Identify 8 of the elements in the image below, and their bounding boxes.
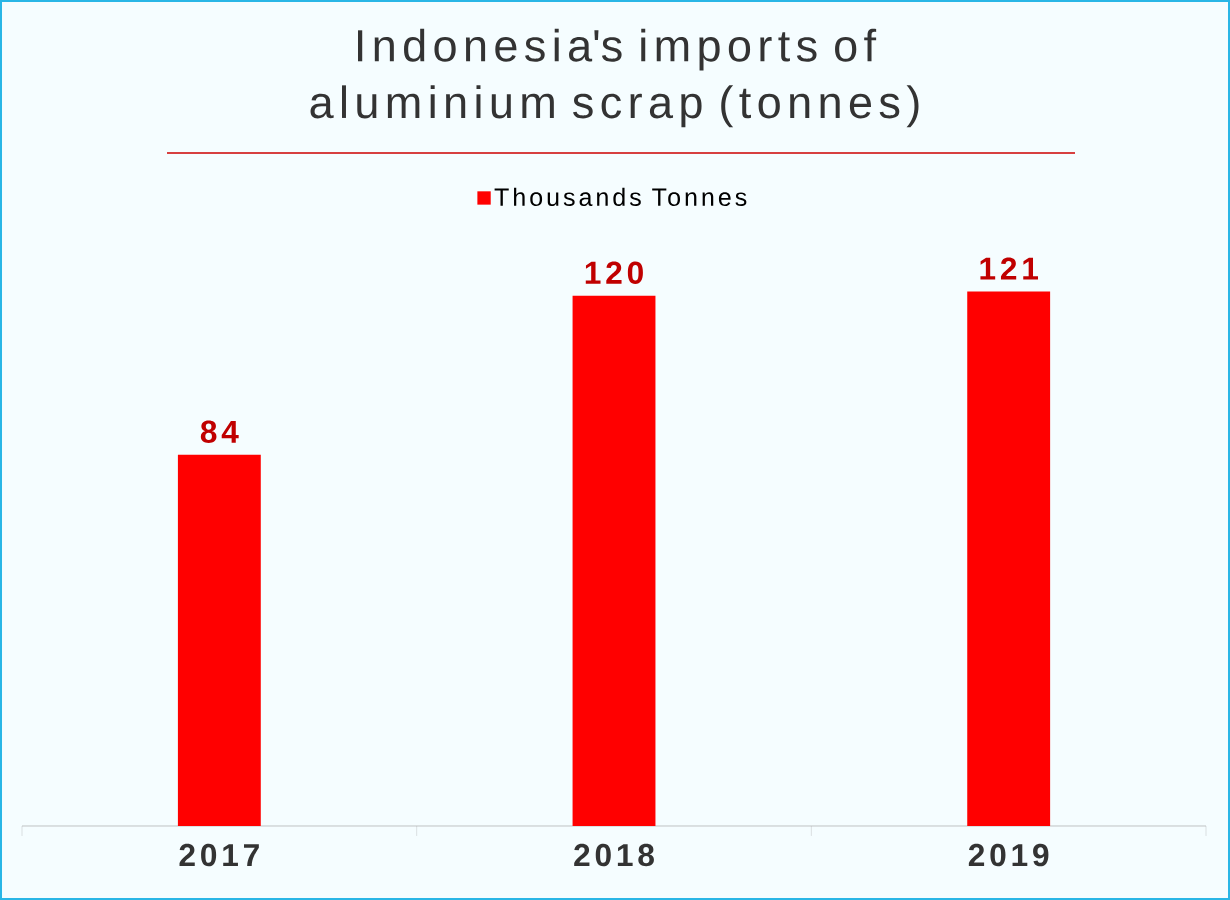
x-tick-label: 2019 (968, 843, 1049, 867)
legend-label: Thousands Tonnes (494, 187, 747, 207)
data-label: 84 (200, 420, 239, 443)
x-tick-label: 2018 (574, 843, 654, 867)
chart-title: Indonesia's imports of aluminium scrap (tonnes) (310, 28, 919, 128)
data-label: 121 (980, 257, 1038, 280)
data-label: 120 (585, 261, 643, 284)
x-tick-label: 2017 (179, 843, 259, 867)
